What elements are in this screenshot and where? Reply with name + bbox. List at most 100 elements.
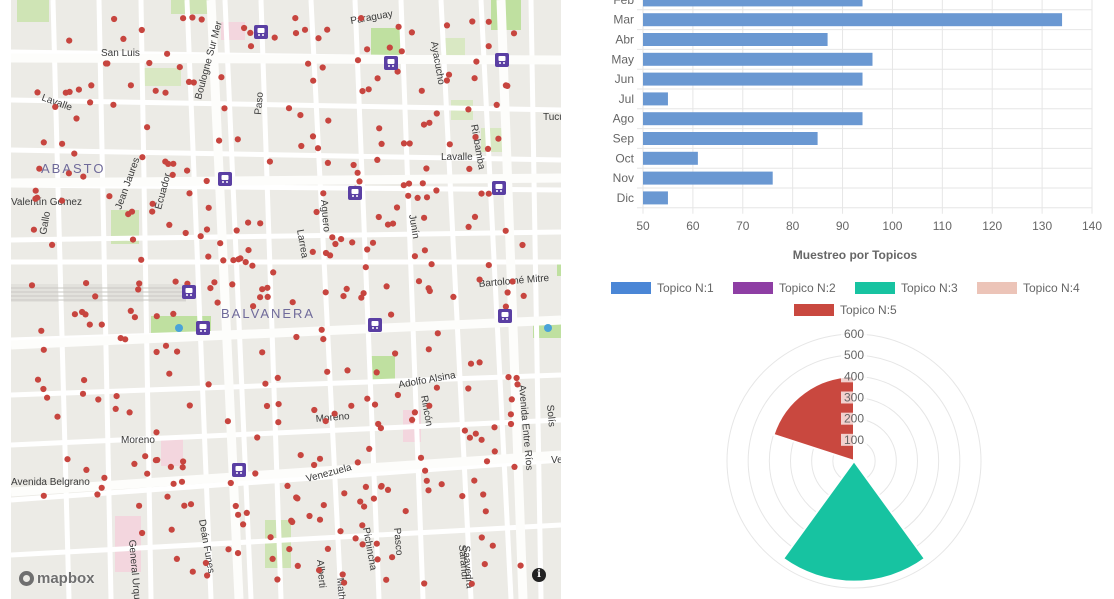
incident-point[interactable]	[406, 140, 413, 147]
incident-point[interactable]	[34, 376, 42, 383]
incident-point[interactable]	[146, 59, 153, 67]
incident-point[interactable]	[375, 213, 382, 221]
incident-point[interactable]	[313, 208, 320, 216]
incident-point[interactable]	[131, 314, 138, 321]
incident-point[interactable]	[405, 180, 413, 187]
incident-point[interactable]	[414, 194, 421, 201]
incident-point[interactable]	[138, 256, 145, 263]
incident-point[interactable]	[402, 508, 409, 515]
incident-point[interactable]	[36, 165, 43, 172]
incident-point[interactable]	[263, 402, 271, 410]
incident-point[interactable]	[420, 121, 428, 128]
incident-point[interactable]	[422, 467, 429, 474]
incident-point[interactable]	[164, 493, 171, 500]
incident-point[interactable]	[262, 380, 269, 387]
incident-point[interactable]	[232, 502, 239, 510]
incident-point[interactable]	[169, 171, 176, 178]
incident-point[interactable]	[359, 541, 366, 548]
incident-point[interactable]	[189, 14, 196, 21]
incident-point[interactable]	[275, 419, 282, 426]
incident-point[interactable]	[227, 479, 234, 487]
incident-point[interactable]	[247, 29, 254, 36]
incident-point[interactable]	[167, 463, 174, 470]
incident-point[interactable]	[202, 559, 209, 567]
incident-point[interactable]	[172, 278, 179, 285]
incident-point[interactable]	[327, 252, 334, 259]
incident-point[interactable]	[354, 57, 362, 64]
incident-point[interactable]	[471, 75, 478, 82]
incident-point[interactable]	[482, 508, 489, 515]
incident-point[interactable]	[92, 293, 99, 300]
incident-point[interactable]	[366, 445, 373, 452]
incident-point[interactable]	[389, 554, 396, 561]
incident-point[interactable]	[127, 82, 134, 89]
incident-point[interactable]	[94, 491, 101, 498]
incident-point[interactable]	[216, 137, 223, 144]
incident-point[interactable]	[292, 15, 299, 22]
incident-point[interactable]	[120, 35, 127, 43]
incident-point[interactable]	[187, 501, 195, 508]
incident-point[interactable]	[361, 503, 368, 510]
incident-point[interactable]	[214, 299, 221, 306]
incident-point[interactable]	[331, 410, 338, 417]
incident-point[interactable]	[485, 43, 492, 50]
incident-point[interactable]	[294, 495, 301, 502]
incident-point[interactable]	[117, 335, 124, 342]
incident-point[interactable]	[362, 483, 369, 490]
incident-point[interactable]	[270, 269, 277, 276]
incident-point[interactable]	[269, 555, 276, 563]
incident-point[interactable]	[153, 429, 160, 436]
incident-point[interactable]	[472, 430, 479, 437]
incident-point[interactable]	[481, 561, 488, 568]
incident-point[interactable]	[247, 43, 255, 50]
incident-point[interactable]	[225, 546, 232, 553]
incident-point[interactable]	[478, 190, 485, 197]
incident-point[interactable]	[110, 101, 117, 108]
incident-point[interactable]	[421, 247, 428, 254]
incident-point[interactable]	[111, 15, 118, 23]
incident-point[interactable]	[275, 401, 282, 408]
incident-point[interactable]	[374, 75, 381, 82]
incident-point[interactable]	[405, 192, 412, 199]
incident-point[interactable]	[411, 253, 418, 260]
incident-point[interactable]	[81, 377, 88, 384]
incident-point[interactable]	[101, 474, 108, 481]
incident-point[interactable]	[298, 142, 305, 150]
incident-point[interactable]	[166, 221, 173, 228]
incident-point[interactable]	[205, 381, 212, 388]
incident-point[interactable]	[393, 204, 401, 211]
incident-point[interactable]	[66, 37, 73, 44]
incident-point[interactable]	[378, 140, 385, 147]
incident-point[interactable]	[365, 86, 372, 93]
incident-point[interactable]	[207, 285, 214, 292]
incident-point[interactable]	[233, 227, 240, 234]
incident-point[interactable]	[378, 482, 385, 490]
incident-point[interactable]	[38, 327, 45, 334]
incident-point[interactable]	[264, 293, 271, 300]
incident-point[interactable]	[259, 349, 266, 356]
incident-point[interactable]	[170, 480, 177, 487]
incident-point[interactable]	[418, 87, 425, 94]
incident-point[interactable]	[425, 487, 432, 494]
incident-point[interactable]	[144, 470, 151, 477]
incident-point[interactable]	[415, 278, 423, 285]
incident-point[interactable]	[86, 321, 93, 328]
incident-point[interactable]	[433, 384, 440, 391]
incident-point[interactable]	[144, 124, 151, 131]
incident-point[interactable]	[495, 135, 502, 142]
incident-point[interactable]	[507, 411, 514, 418]
incident-point[interactable]	[40, 139, 47, 146]
polar-chart-legend[interactable]: Topico N:1 Topico N:2 Topico N:3 Topico N:4…	[611, 281, 1080, 317]
incident-point[interactable]	[352, 535, 359, 542]
incident-point[interactable]	[511, 463, 518, 470]
incident-point[interactable]	[178, 478, 186, 485]
incident-point[interactable]	[377, 425, 384, 432]
incident-point[interactable]	[40, 346, 47, 353]
incident-point[interactable]	[139, 154, 146, 161]
incident-point[interactable]	[433, 187, 440, 194]
incident-point[interactable]	[181, 502, 188, 509]
incident-point[interactable]	[364, 395, 371, 402]
incident-point[interactable]	[98, 321, 105, 328]
incident-point[interactable]	[170, 310, 177, 317]
